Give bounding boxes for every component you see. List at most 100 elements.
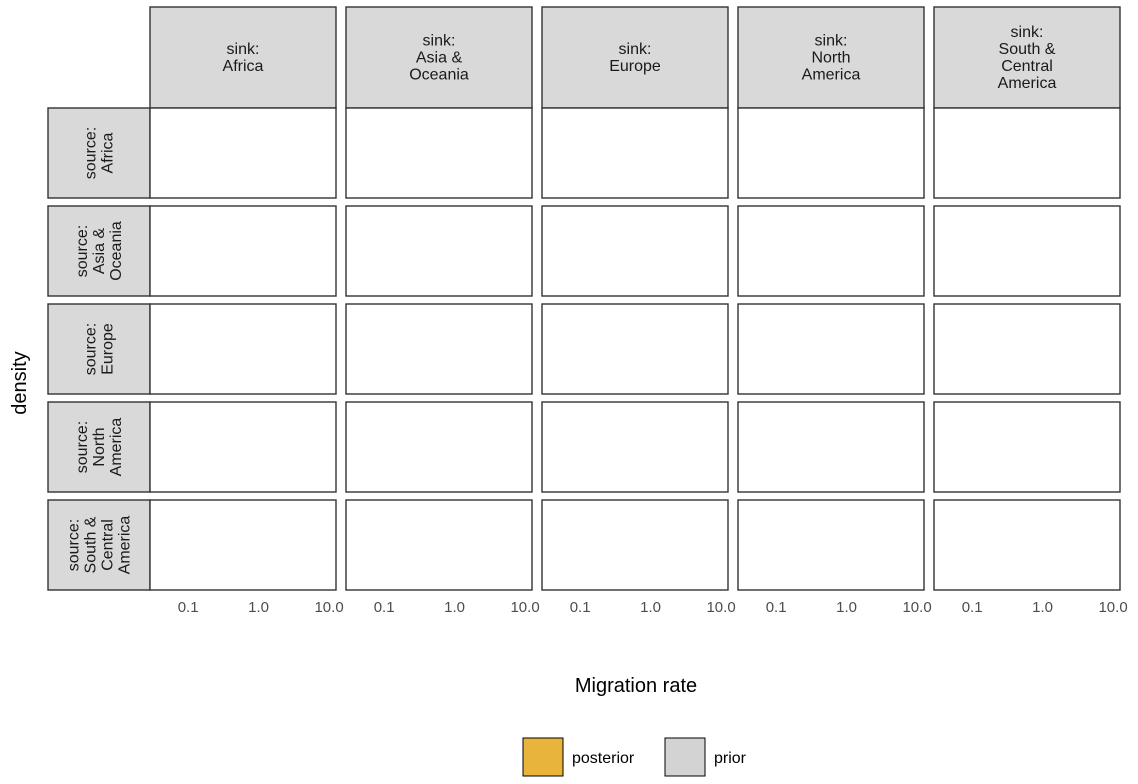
panel-border bbox=[541, 205, 729, 297]
panel bbox=[737, 499, 925, 591]
panel-border bbox=[933, 499, 1121, 591]
x-tick-label: 1.0 bbox=[248, 599, 269, 616]
panel-border bbox=[541, 499, 729, 591]
row-strip-label-line: source: bbox=[66, 519, 83, 571]
row-strip-label-line: America bbox=[117, 516, 134, 575]
panel bbox=[737, 401, 925, 493]
panel-border bbox=[345, 303, 533, 395]
row-strip-label: source:Europe bbox=[83, 323, 117, 375]
column-strip-label: sink: South & Central America bbox=[998, 24, 1057, 92]
panel bbox=[933, 205, 1121, 297]
column-strip-label-line: sink: bbox=[423, 33, 456, 50]
row-strip bbox=[47, 107, 151, 199]
x-axis-title: Migration rate bbox=[575, 675, 697, 697]
row-strip-label: source:Asia &Oceania bbox=[74, 221, 125, 281]
column-strip bbox=[149, 6, 337, 109]
row-strip bbox=[47, 303, 151, 395]
panel-border bbox=[541, 107, 729, 199]
column-strip-label: sink: North America bbox=[802, 33, 861, 84]
x-tick-label: 1.0 bbox=[1032, 599, 1053, 616]
x-tick-label: 0.1 bbox=[570, 599, 591, 616]
x-tick-label: 10.0 bbox=[1098, 599, 1127, 616]
panel bbox=[345, 205, 533, 297]
panel-border bbox=[345, 205, 533, 297]
column-strip-label-line: sink: bbox=[1011, 24, 1044, 41]
panel bbox=[149, 303, 337, 395]
row-strip-label-line: Central bbox=[100, 519, 117, 571]
panel-border bbox=[737, 205, 925, 297]
legend: posterior prior bbox=[522, 737, 747, 777]
row-strip-label-line: North bbox=[91, 427, 108, 466]
panel bbox=[345, 499, 533, 591]
row-strip-label-line: America bbox=[108, 418, 125, 477]
panel bbox=[933, 303, 1121, 395]
legend-label-posterior: posterior bbox=[572, 750, 635, 767]
column-strip-label: sink: Asia & Oceania bbox=[409, 33, 469, 84]
panel bbox=[933, 401, 1121, 493]
panel-border bbox=[933, 303, 1121, 395]
panel-border bbox=[737, 499, 925, 591]
row-strip-label-line: Africa bbox=[100, 132, 117, 173]
legend-key-posterior bbox=[522, 737, 564, 777]
panel-border bbox=[345, 499, 533, 591]
row-strip-label-line: Oceania bbox=[108, 221, 125, 281]
panel bbox=[541, 303, 729, 395]
panel bbox=[149, 499, 337, 591]
panel-border bbox=[345, 107, 533, 199]
panel bbox=[541, 107, 729, 199]
column-strip-label-line: sink: bbox=[815, 33, 848, 50]
panel-border bbox=[933, 205, 1121, 297]
x-tick-label-group: 0.1 1.0 10.0 0.1 1.0 10.0 0.1 1.0 10.0 0.1 1.0 10.0… bbox=[178, 599, 1128, 616]
panel-border bbox=[541, 303, 729, 395]
row-strip-label-line: South & bbox=[83, 516, 100, 573]
column-strip bbox=[737, 6, 925, 109]
x-tick-label: 10.0 bbox=[706, 599, 735, 616]
y-axis-title: density bbox=[9, 351, 31, 414]
x-tick-label: 10.0 bbox=[510, 599, 539, 616]
column-strip bbox=[541, 6, 729, 109]
panel bbox=[541, 499, 729, 591]
column-strip-label-line: North bbox=[811, 50, 850, 67]
panel bbox=[541, 205, 729, 297]
x-tick-label: 0.1 bbox=[962, 599, 983, 616]
row-strip-label: source:Africa bbox=[83, 127, 117, 179]
panel bbox=[149, 107, 337, 199]
column-strip-label: sink: Africa bbox=[223, 41, 264, 75]
legend-label-prior: prior bbox=[714, 750, 747, 767]
column-strip-label-line: sink: bbox=[619, 41, 652, 58]
panel bbox=[345, 107, 533, 199]
x-tick-label: 0.1 bbox=[374, 599, 395, 616]
panel bbox=[737, 107, 925, 199]
panel-border bbox=[149, 107, 337, 199]
panel-border bbox=[149, 401, 337, 493]
row-strip-label-line: source: bbox=[83, 323, 100, 375]
panel bbox=[541, 401, 729, 493]
panel-border bbox=[149, 303, 337, 395]
row-strip-label: source:South &CentralAmerica bbox=[66, 516, 134, 575]
x-tick-label: 1.0 bbox=[444, 599, 465, 616]
panel-border bbox=[149, 205, 337, 297]
column-strip-label-line: sink: bbox=[227, 41, 260, 58]
column-strip-label-line: Oceania bbox=[409, 67, 469, 84]
row-strip-label-line: Europe bbox=[100, 323, 117, 375]
panel bbox=[737, 205, 925, 297]
row-strip-label-line: source: bbox=[74, 421, 91, 473]
row-strip bbox=[47, 401, 151, 493]
panel bbox=[345, 303, 533, 395]
column-strip-label-line: America bbox=[998, 75, 1057, 92]
column-strip-label-line: Europe bbox=[609, 58, 661, 75]
column-strip bbox=[933, 6, 1121, 109]
row-strip-label-line: source: bbox=[74, 225, 91, 277]
x-tick-label: 10.0 bbox=[902, 599, 931, 616]
panel bbox=[933, 499, 1121, 591]
panel-border bbox=[149, 499, 337, 591]
column-strip-label-line: Asia & bbox=[416, 50, 463, 67]
panel-grid bbox=[149, 107, 1121, 591]
panel bbox=[345, 401, 533, 493]
column-strip-label-line: Central bbox=[1001, 58, 1053, 75]
panel bbox=[737, 303, 925, 395]
panel-border bbox=[737, 303, 925, 395]
